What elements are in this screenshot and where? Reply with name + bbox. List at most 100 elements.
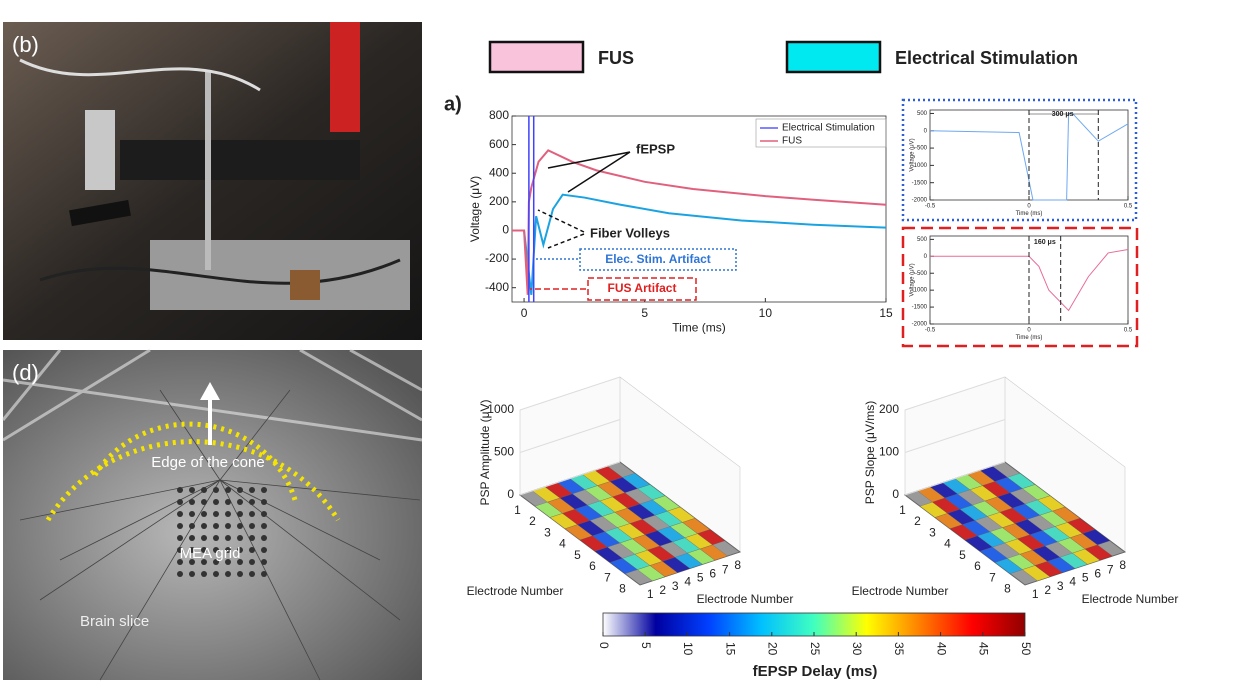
electrode-dot: [201, 499, 207, 505]
colorbar-tick-label: 25: [808, 642, 822, 656]
x-tick-label: 2: [529, 514, 536, 528]
legend-swatch: [785, 40, 882, 74]
y-tick-label: 6: [1094, 566, 1101, 580]
z-grid: [519, 461, 621, 496]
z-axis-label: PSP Slope (μV/ms): [863, 401, 877, 504]
y-tick-label: 2: [1044, 583, 1051, 597]
y-tick-label: 1: [647, 587, 654, 601]
annotation: fEPSP: [636, 141, 675, 156]
x-tick-label: 0: [1027, 204, 1031, 210]
y-tick-label: -1000: [912, 163, 928, 169]
electrode-dot: [237, 559, 243, 565]
y-tick-label: 5: [1082, 571, 1089, 585]
y-tick-label: 3: [672, 579, 679, 593]
y-tick-label: 6: [709, 566, 716, 580]
electrode-dot: [201, 487, 207, 493]
colorbar-tick-label: 15: [723, 642, 737, 656]
y-tick-label: -200: [485, 251, 509, 265]
electrode-dot: [261, 547, 267, 553]
colorbar-tick-label: 40: [934, 642, 948, 656]
x-tick-label: 8: [619, 582, 626, 596]
electrode-dot: [237, 511, 243, 517]
electrode-dot: [177, 499, 183, 505]
electrode-dot: [249, 523, 255, 529]
electrode-dot: [261, 523, 267, 529]
y-tick-label: -1500: [912, 305, 928, 311]
y-axis-label: Voltage (μV): [910, 138, 916, 171]
z-grid: [519, 376, 621, 411]
y-tick-label: -2000: [912, 198, 928, 204]
x-axis-label: Time (ms): [1016, 335, 1043, 341]
x-tick-label: 4: [559, 537, 566, 551]
electrode-dot: [249, 487, 255, 493]
colorbar-tick-label: 5: [639, 642, 653, 649]
x-tick-label: 5: [959, 548, 966, 562]
electrode-dot: [237, 499, 243, 505]
z-tick-label: 0: [507, 487, 514, 501]
annotation: Elec. Stim. Artifact: [605, 252, 711, 266]
x-tick-label: 0: [1027, 328, 1031, 334]
electrode-dot: [237, 487, 243, 493]
y-tick-label: 4: [684, 575, 691, 589]
electrode-dot: [261, 559, 267, 565]
y-tick-label: 600: [489, 137, 509, 151]
y-tick-label: 2: [659, 583, 666, 597]
electrode-dot: [189, 571, 195, 577]
photo-label: MEA grid: [180, 545, 241, 562]
electrode-dot: [177, 511, 183, 517]
floor-tile: [1084, 544, 1113, 561]
floor-tile: [1082, 529, 1111, 546]
annotation-box: [587, 277, 697, 301]
colorbar-tick-label: 35: [892, 642, 906, 656]
electrode-dot: [189, 499, 195, 505]
legend-label: Electrical Stimulation: [782, 123, 875, 134]
electrode-dot: [201, 571, 207, 577]
x-axis-label: Time (ms): [1016, 211, 1043, 217]
y-tick-label: 4: [1069, 575, 1076, 589]
electrode-dot: [177, 487, 183, 493]
electrode-dot: [177, 535, 183, 541]
electrode-dot: [237, 547, 243, 553]
electrode-dot: [249, 547, 255, 553]
y-tick-label: 500: [917, 237, 928, 243]
electrode-dot: [201, 535, 207, 541]
y-tick-label: 500: [917, 111, 928, 117]
y-axis-label: Electrode Number: [697, 592, 794, 606]
arrow: [547, 151, 631, 193]
electrode-dot: [261, 499, 267, 505]
y-tick-label: 0: [924, 254, 928, 260]
electrode-dot: [261, 487, 267, 493]
x-axis-label: Electrode Number: [467, 584, 564, 598]
photo-b: (b): [3, 22, 422, 340]
legend-swatch: [488, 40, 585, 74]
y-tick-label: 200: [489, 194, 509, 208]
y-axis-label: Voltage (μV): [910, 263, 916, 296]
legend-label: FUS: [598, 48, 634, 68]
electrode-dot: [201, 523, 207, 529]
electrode-dot: [213, 571, 219, 577]
x-tick-label: 5: [574, 548, 581, 562]
electrode-dot: [213, 499, 219, 505]
y-tick-label: 5: [697, 571, 704, 585]
z-grid: [904, 419, 1006, 453]
electrode-dot: [201, 547, 207, 553]
z-grid: [904, 461, 1006, 496]
electrode-dot: [225, 523, 231, 529]
y-tick-label: -1500: [912, 180, 928, 186]
z-tick-label: 200: [879, 402, 899, 416]
electrode-dot: [189, 511, 195, 517]
electrode-dot: [249, 559, 255, 565]
z-tick-label: 100: [879, 445, 899, 459]
y-tick-label: 7: [1107, 562, 1114, 576]
annotation: 300 μs: [1052, 111, 1074, 118]
colorbar-tick-label: 50: [1019, 642, 1033, 656]
x-tick-label: 15: [879, 306, 893, 320]
x-tick-label: 1: [899, 503, 906, 517]
annotation: 160 μs: [1034, 239, 1056, 246]
y-tick-label: 8: [1119, 558, 1126, 572]
electrode-dot: [177, 547, 183, 553]
electrode-dot: [249, 571, 255, 577]
z-tick-label: 1000: [487, 402, 514, 416]
electrode-dot: [225, 487, 231, 493]
plot-frame: [511, 115, 887, 303]
